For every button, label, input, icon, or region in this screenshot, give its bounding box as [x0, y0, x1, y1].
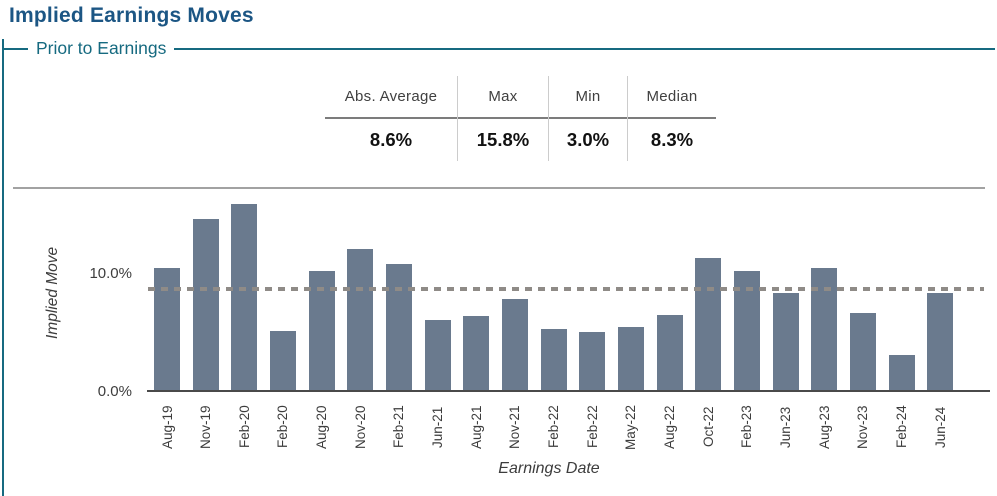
- bar-jun-23: [772, 293, 799, 391]
- stat-col-median: Median 8.3%: [627, 76, 716, 161]
- x-tick-label: Feb-24: [894, 405, 910, 449]
- stat-col-abs-average: Abs. Average 8.6%: [325, 76, 457, 161]
- x-tick-label: Feb-22: [584, 405, 600, 449]
- chart-top-separator: [13, 187, 985, 189]
- stat-value-median: 8.3%: [650, 129, 694, 150]
- x-tick-label: May-22: [623, 404, 639, 450]
- bar-may-22: [617, 327, 644, 391]
- y-tick-0: 0.0%: [97, 383, 132, 400]
- stat-value-abs-average: 8.6%: [369, 129, 413, 150]
- bar-feb-22: [540, 329, 567, 391]
- x-tick-label: Nov-23: [855, 405, 871, 449]
- bar-feb-20: [269, 331, 296, 391]
- bar-feb-20: [231, 204, 258, 391]
- stats-table: Abs. Average 8.6% Max 15.8% Min 3.0% Med…: [325, 76, 716, 161]
- bar-jun-24: [927, 293, 954, 391]
- bar-feb-21: [385, 264, 412, 391]
- stat-col-max: Max 15.8%: [457, 76, 548, 161]
- x-tick-label: Aug-21: [468, 405, 484, 449]
- section-label: Prior to Earnings: [36, 38, 167, 58]
- group-legend: Prior to Earnings: [2, 38, 995, 59]
- x-tick-label: Feb-20: [236, 405, 252, 449]
- page-title: Implied Earnings Moves: [9, 4, 254, 27]
- stat-label-min: Min: [549, 76, 627, 119]
- x-tick-label: Nov-20: [352, 405, 368, 449]
- x-tick-label: Jun-21: [430, 406, 446, 448]
- bar-aug-20: [308, 271, 335, 391]
- bar-feb-24: [888, 355, 915, 391]
- y-tick-10: 10.0%: [89, 265, 132, 282]
- x-tick-label: Feb-20: [275, 405, 291, 449]
- stat-label-median: Median: [628, 76, 716, 119]
- bar-aug-22: [656, 315, 683, 391]
- bar-nov-21: [501, 299, 528, 391]
- stat-col-min: Min 3.0%: [548, 76, 627, 161]
- x-tick-label: Nov-19: [198, 405, 214, 449]
- x-tick-label: Feb-23: [739, 405, 755, 449]
- bar-oct-22: [695, 258, 722, 391]
- bar-jun-21: [424, 320, 451, 391]
- x-tick-label: Aug-19: [159, 405, 175, 449]
- bar-nov-20: [347, 249, 374, 391]
- bar-nov-23: [849, 313, 876, 391]
- x-tick-label: Jun-24: [932, 406, 948, 448]
- group-left-border: [2, 39, 4, 496]
- x-tick-label: Oct-22: [700, 406, 716, 448]
- stat-label-abs-average: Abs. Average: [325, 76, 457, 119]
- plot-area: [147, 189, 990, 392]
- y-axis-title: Implied Move: [44, 246, 61, 340]
- x-tick-label: Feb-21: [391, 405, 407, 449]
- stat-value-max: 15.8%: [476, 129, 530, 150]
- bar-feb-23: [733, 271, 760, 391]
- stat-label-max: Max: [458, 76, 548, 119]
- x-tick-label: Aug-20: [314, 405, 330, 449]
- legend-line-right: [174, 47, 995, 50]
- x-tick-label: Nov-21: [507, 405, 523, 449]
- bar-nov-19: [192, 219, 219, 391]
- x-axis-labels: Aug-19 Nov-19 Feb-20 Feb-20 Aug-20 Nov-20 Feb-…: [148, 396, 990, 458]
- x-axis-baseline: [147, 390, 990, 392]
- bar-aug-21: [463, 316, 490, 391]
- stat-value-min: 3.0%: [566, 129, 610, 150]
- bar-feb-22: [579, 332, 606, 391]
- reference-dotted-line: [148, 287, 984, 291]
- x-axis-title: Earnings Date: [498, 460, 600, 477]
- x-tick-label: Jun-23: [778, 406, 794, 448]
- x-tick-label: Aug-23: [816, 405, 832, 449]
- x-tick-label: Feb-22: [546, 405, 562, 449]
- legend-line-left: [2, 47, 28, 50]
- x-tick-label: Aug-22: [662, 405, 678, 449]
